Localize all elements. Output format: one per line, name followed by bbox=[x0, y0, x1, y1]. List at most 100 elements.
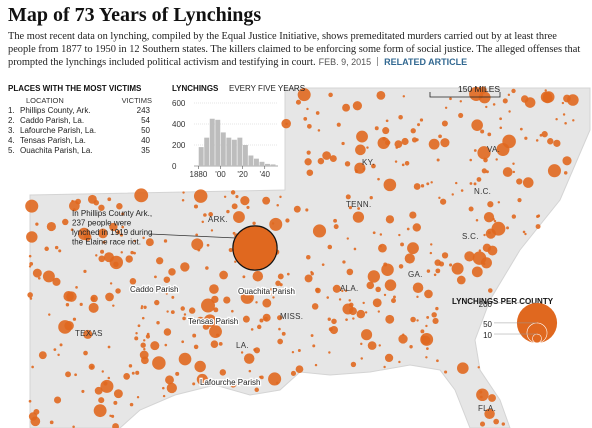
county-dot bbox=[88, 302, 99, 313]
county-dot bbox=[240, 290, 254, 304]
county-dot bbox=[170, 310, 175, 314]
county-dot bbox=[483, 233, 486, 237]
county-dot bbox=[378, 344, 381, 347]
bar bbox=[204, 137, 210, 166]
county-dot bbox=[553, 139, 561, 147]
rank: 2. bbox=[8, 116, 15, 125]
county-dot bbox=[451, 193, 454, 196]
county-dot bbox=[141, 316, 145, 320]
county-dot bbox=[58, 320, 72, 334]
county-dot bbox=[555, 118, 558, 121]
phillips-bubble bbox=[232, 225, 278, 271]
county-dot bbox=[249, 298, 252, 301]
county-dot bbox=[475, 218, 479, 222]
county-dot bbox=[424, 289, 433, 299]
county-dot bbox=[398, 334, 408, 344]
location: Ouachita Parish, La. bbox=[20, 146, 92, 155]
county-dot bbox=[435, 268, 441, 274]
county-dot bbox=[441, 252, 449, 259]
county-dot bbox=[25, 199, 39, 213]
state-label: N.C. bbox=[474, 187, 491, 196]
county-dot bbox=[398, 115, 403, 120]
bar bbox=[215, 119, 221, 166]
county-dot bbox=[202, 323, 210, 330]
county-dot bbox=[211, 295, 219, 304]
county-dot bbox=[312, 344, 316, 348]
county-dot bbox=[381, 263, 394, 276]
county-dot bbox=[38, 351, 47, 360]
county-dot bbox=[362, 301, 365, 305]
county-dot bbox=[512, 170, 516, 174]
state-label: ARK. bbox=[208, 215, 228, 224]
county-dot bbox=[433, 273, 437, 277]
county-dot bbox=[416, 319, 419, 322]
county-dot bbox=[83, 233, 92, 241]
county-dot bbox=[471, 266, 483, 278]
county-dot bbox=[293, 205, 301, 213]
county-dot bbox=[493, 219, 497, 223]
bar bbox=[265, 163, 270, 166]
county-dot bbox=[348, 206, 353, 210]
county-dot bbox=[541, 131, 548, 138]
county-dot bbox=[535, 224, 541, 230]
county-dot bbox=[210, 380, 213, 384]
county-dot bbox=[229, 381, 237, 388]
county-dot bbox=[522, 230, 526, 234]
annotation-text: 237 people were bbox=[72, 219, 132, 228]
annotation-text: In Phillips County Ark., bbox=[72, 209, 152, 218]
x-tick-label: '20 bbox=[237, 170, 248, 179]
county-dot bbox=[394, 160, 398, 163]
county-dot bbox=[52, 277, 61, 286]
county-dot bbox=[360, 357, 363, 360]
county-dot bbox=[285, 218, 290, 223]
county-dot bbox=[270, 292, 274, 296]
county-dot bbox=[242, 275, 246, 279]
annotation-text: the Elaine race riot. bbox=[72, 238, 141, 247]
county-dot bbox=[410, 128, 416, 134]
county-dot bbox=[304, 274, 313, 283]
legend-label: 50 bbox=[483, 320, 492, 329]
county-dot bbox=[404, 253, 415, 264]
county-dot bbox=[412, 282, 424, 294]
county-dot bbox=[178, 352, 192, 366]
county-dot bbox=[139, 350, 149, 360]
bar bbox=[253, 158, 259, 166]
county-dot bbox=[341, 141, 345, 146]
x-tick-label: 1880 bbox=[190, 170, 208, 179]
county-dot bbox=[109, 282, 113, 285]
county-dot bbox=[248, 369, 252, 373]
county-dot bbox=[383, 178, 397, 192]
county-dot bbox=[435, 306, 439, 311]
victims: 40 bbox=[141, 136, 150, 145]
county-dot bbox=[419, 118, 424, 122]
county-dot bbox=[306, 123, 312, 129]
county-dot bbox=[181, 198, 185, 202]
date: FEB. 9, 2015 bbox=[318, 57, 372, 67]
state-label: FLA. bbox=[478, 404, 496, 413]
location: Lafourche Parish, La. bbox=[20, 126, 96, 135]
county-dot bbox=[230, 190, 236, 195]
county-dot bbox=[400, 242, 405, 247]
county-dot bbox=[342, 260, 346, 264]
county-dot bbox=[483, 212, 495, 223]
county-dot bbox=[384, 353, 394, 363]
county-dot bbox=[152, 356, 166, 370]
county-dot bbox=[74, 373, 77, 377]
county-dot bbox=[377, 310, 381, 313]
victims: 50 bbox=[141, 126, 150, 135]
county-dot bbox=[305, 208, 309, 212]
county-dot bbox=[469, 182, 473, 185]
county-dot bbox=[146, 332, 150, 336]
county-dot bbox=[143, 347, 146, 351]
county-dot bbox=[457, 362, 469, 374]
county-dot bbox=[281, 331, 286, 336]
county-dot bbox=[487, 288, 493, 293]
related-article-link[interactable]: RELATED ARTICLE bbox=[384, 57, 468, 67]
victims: 35 bbox=[141, 146, 150, 155]
county-dot bbox=[360, 342, 363, 346]
county-dot bbox=[487, 231, 491, 235]
county-dot bbox=[116, 203, 123, 210]
county-dot bbox=[165, 375, 174, 385]
county-dot bbox=[54, 245, 59, 250]
county-dot bbox=[297, 349, 301, 352]
